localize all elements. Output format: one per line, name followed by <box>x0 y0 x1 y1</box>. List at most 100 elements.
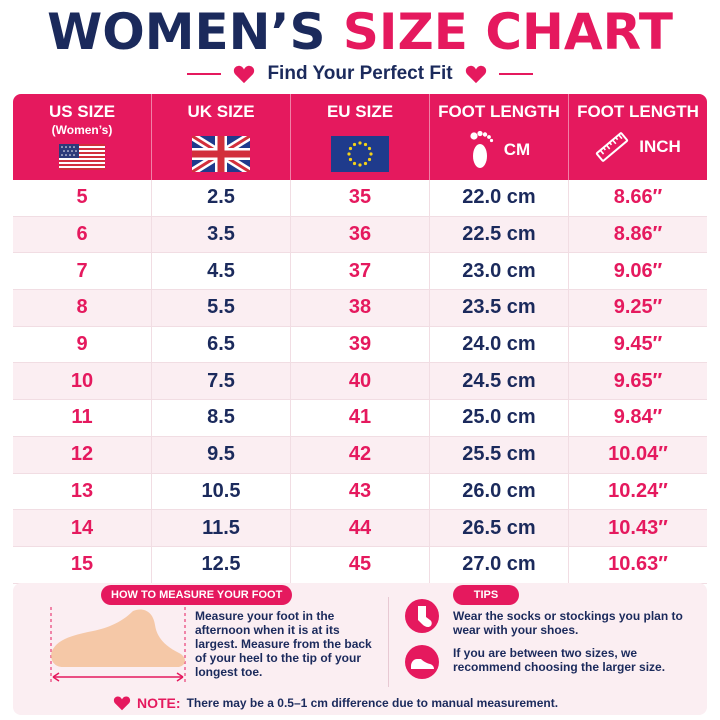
note-label: NOTE: <box>137 695 181 711</box>
cell-foot-inch: 9.06″ <box>569 253 707 291</box>
info-panel: HOW TO MEASURE YOUR FOOT Measure your fo… <box>13 583 707 715</box>
cell-us-size: 9 <box>13 326 152 364</box>
title-part2: SIZE CHART <box>342 3 673 61</box>
header-label: US SIZE <box>48 102 116 121</box>
note-text: There may be a 0.5–1 cm difference due t… <box>186 696 559 710</box>
size-table: US SIZE (Women’s) <box>13 94 707 584</box>
table-row: 5 2.5 35 22.0 cm 8.66″ <box>13 180 707 217</box>
table-header: US SIZE (Women’s) <box>13 94 707 180</box>
cell-foot-inch: 10.04″ <box>569 437 707 474</box>
table-row: 13 10.5 43 26.0 cm 10.24″ <box>13 473 707 511</box>
cell-eu-size: 37 <box>291 253 430 291</box>
table-row: 11 8.5 41 25.0 cm 9.84″ <box>13 400 707 437</box>
cell-foot-inch: 9.84″ <box>569 400 707 437</box>
title-part1: WOMEN’S <box>47 3 326 61</box>
tip-1: Wear the socks or stockings you plan to … <box>453 609 683 637</box>
cell-eu-size: 44 <box>291 510 430 547</box>
cell-foot-cm: 25.5 cm <box>430 436 569 474</box>
tips-badge: TIPS <box>453 585 519 605</box>
header-label: FOOT LENGTH <box>577 102 699 121</box>
header-label: UK SIZE <box>187 102 255 121</box>
cell-foot-inch: 10.24″ <box>569 474 707 511</box>
header-foot-length-inch: FOOT LENGTH INCH <box>569 94 707 180</box>
uk-flag-icon <box>192 136 250 172</box>
page-title: WOMEN’S SIZE CHART <box>0 2 720 62</box>
cell-uk-size: 7.5 <box>152 363 291 401</box>
table-row: 12 9.5 42 25.5 cm 10.04″ <box>13 436 707 474</box>
cell-us-size: 11 <box>13 400 152 437</box>
cell-foot-cm: 23.0 cm <box>430 253 569 291</box>
cell-uk-size: 11.5 <box>152 510 291 547</box>
us-flag-icon <box>59 144 105 170</box>
subtitle-row: Find Your Perfect Fit <box>0 60 720 88</box>
cell-foot-cm: 26.0 cm <box>430 473 569 511</box>
cell-uk-size: 10.5 <box>152 473 291 511</box>
cell-foot-cm: 22.5 cm <box>430 216 569 254</box>
cell-us-size: 5 <box>13 180 152 217</box>
table-row: 9 6.5 39 24.0 cm 9.45″ <box>13 326 707 364</box>
cell-uk-size: 9.5 <box>152 436 291 474</box>
header-us-size: US SIZE (Women’s) <box>13 94 152 180</box>
heart-icon <box>234 65 255 84</box>
cell-us-size: 14 <box>13 510 152 547</box>
cell-uk-size: 8.5 <box>152 400 291 437</box>
table-row: 8 5.5 38 23.5 cm 9.25″ <box>13 290 707 327</box>
cell-foot-inch: 10.63″ <box>569 547 707 584</box>
tip-2: If you are between two sizes, we recomme… <box>453 646 666 674</box>
cell-us-size: 15 <box>13 546 152 584</box>
cell-foot-inch: 9.25″ <box>569 290 707 327</box>
cell-eu-size: 41 <box>291 400 430 437</box>
header-uk-size: UK SIZE <box>152 94 291 180</box>
cell-foot-inch: 8.86″ <box>569 217 707 254</box>
cell-foot-cm: 22.0 cm <box>430 180 569 217</box>
cell-eu-size: 38 <box>291 290 430 327</box>
cell-eu-size: 35 <box>291 180 430 217</box>
header-foot-length-cm: FOOT LENGTH CM <box>430 94 569 180</box>
cell-foot-inch: 10.43″ <box>569 510 707 547</box>
table-row: 7 4.5 37 23.0 cm 9.06″ <box>13 253 707 291</box>
cell-us-size: 12 <box>13 436 152 474</box>
ruler-icon <box>596 132 629 162</box>
cell-uk-size: 5.5 <box>152 290 291 327</box>
table-row: 14 11.5 44 26.5 cm 10.43″ <box>13 510 707 547</box>
cell-uk-size: 2.5 <box>152 180 291 217</box>
cell-us-size: 8 <box>13 290 152 327</box>
cell-foot-cm: 23.5 cm <box>430 290 569 327</box>
subtitle-line-left <box>187 73 222 75</box>
header-label: FOOT LENGTH <box>438 102 560 121</box>
eu-flag-icon <box>331 136 389 172</box>
cell-foot-cm: 27.0 cm <box>430 546 569 584</box>
cell-eu-size: 42 <box>291 436 430 474</box>
measure-badge: HOW TO MEASURE YOUR FOOT <box>101 585 293 605</box>
measure-instructions: Measure your foot in the afternoon when … <box>195 609 372 679</box>
cell-us-size: 6 <box>13 216 152 254</box>
cell-foot-cm: 25.0 cm <box>430 400 569 437</box>
cell-foot-inch: 9.45″ <box>569 327 707 364</box>
cell-eu-size: 43 <box>291 473 430 511</box>
heart-icon <box>465 65 486 84</box>
table-row: 10 7.5 40 24.5 cm 9.65″ <box>13 363 707 401</box>
sock-icon <box>405 599 439 633</box>
cell-eu-size: 45 <box>291 546 430 584</box>
foot-measure-icon <box>50 607 186 683</box>
cell-us-size: 7 <box>13 253 152 291</box>
cell-uk-size: 6.5 <box>152 326 291 364</box>
subtitle-line-right <box>498 73 533 75</box>
header-sublabel: (Women’s) <box>51 123 113 137</box>
cell-uk-size: 12.5 <box>152 546 291 584</box>
cell-uk-size: 3.5 <box>152 216 291 254</box>
cell-eu-size: 39 <box>291 326 430 364</box>
cell-eu-size: 40 <box>291 363 430 401</box>
cell-foot-inch: 9.65″ <box>569 363 707 401</box>
note: NOTE: There may be a 0.5–1 cm difference… <box>113 695 558 711</box>
cell-foot-cm: 24.0 cm <box>430 326 569 364</box>
table-row: 6 3.5 36 22.5 cm 8.86″ <box>13 216 707 254</box>
table-row: 15 12.5 45 27.0 cm 10.63″ <box>13 546 707 584</box>
footprint-icon <box>470 130 493 168</box>
heart-icon <box>113 696 131 711</box>
cell-eu-size: 36 <box>291 216 430 254</box>
panel-divider <box>388 597 389 687</box>
cell-foot-cm: 24.5 cm <box>430 363 569 401</box>
header-label: EU SIZE <box>326 102 394 121</box>
table-body: 5 2.5 35 22.0 cm 8.66″ 6 3.5 36 22.5 cm … <box>13 180 707 584</box>
